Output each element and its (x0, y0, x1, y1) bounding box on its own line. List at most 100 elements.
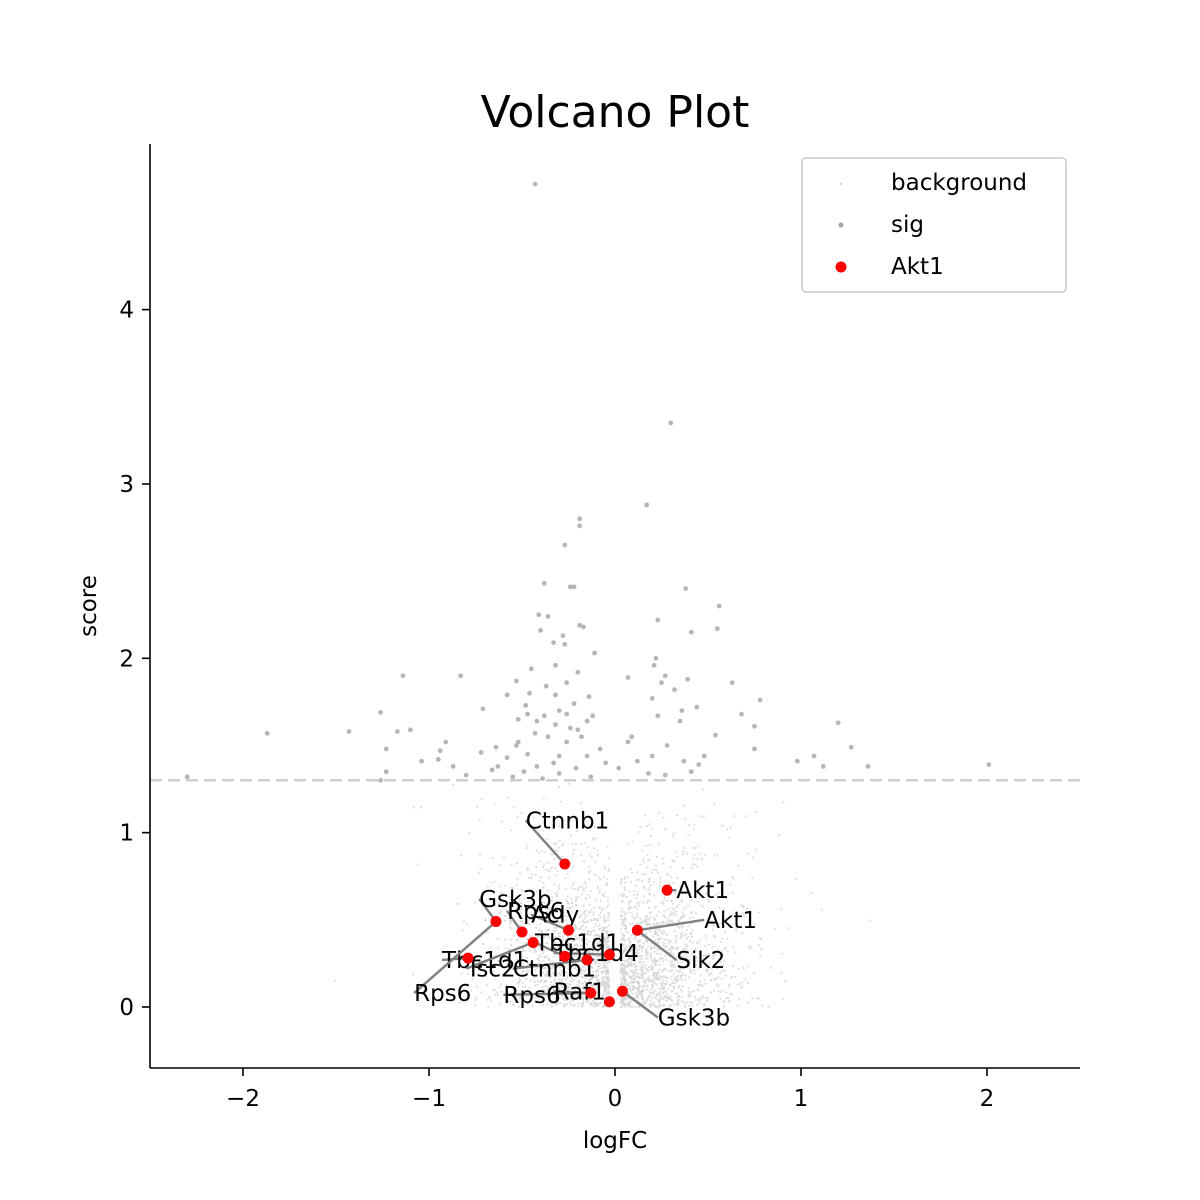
background-point (557, 902, 560, 905)
background-point (636, 939, 639, 943)
background-point (506, 796, 509, 799)
background-point (509, 923, 512, 926)
background-point (635, 951, 638, 954)
background-point (582, 924, 585, 927)
background-point (696, 1003, 699, 1007)
background-point (667, 917, 670, 920)
background-point (658, 963, 661, 967)
background-point (725, 997, 728, 1000)
background-point (658, 1004, 661, 1007)
background-point (556, 916, 560, 919)
background-point (706, 893, 709, 896)
background-point (656, 974, 659, 977)
background-point (695, 998, 698, 1001)
background-point (734, 975, 737, 979)
background-point (627, 931, 630, 934)
background-point (554, 926, 557, 929)
background-point (603, 962, 606, 965)
background-point (519, 920, 522, 923)
background-point (620, 922, 623, 925)
sig-point (564, 680, 570, 686)
background-point (635, 878, 638, 882)
background-point (704, 934, 707, 937)
sig-point (443, 739, 449, 745)
background-point (701, 960, 705, 964)
background-point (680, 950, 683, 953)
background-point (649, 1005, 652, 1008)
background-point (545, 980, 548, 983)
background-point (631, 974, 635, 977)
background-point (562, 842, 565, 846)
background-point (574, 938, 577, 941)
background-point (687, 976, 691, 979)
background-point (570, 954, 574, 957)
background-point (555, 946, 558, 949)
background-point (536, 999, 539, 1002)
background-point (693, 995, 696, 999)
background-point (593, 873, 597, 877)
background-point (599, 940, 602, 943)
sig-point (383, 746, 389, 752)
background-point (475, 985, 478, 988)
background-point (700, 858, 703, 861)
background-point (599, 970, 603, 973)
background-point (646, 954, 649, 957)
background-point (607, 944, 610, 947)
background-point (626, 958, 629, 962)
sig-point (408, 727, 413, 733)
background-point (577, 895, 580, 898)
background-point (490, 999, 493, 1002)
background-point (659, 975, 662, 978)
background-point (537, 851, 541, 854)
background-point (758, 937, 761, 940)
background-point (631, 922, 634, 925)
background-point (681, 985, 684, 988)
background-point (689, 891, 692, 895)
background-point (669, 995, 672, 999)
background-point (582, 860, 586, 863)
annotation-label: Tsc2 (465, 957, 516, 983)
background-point (673, 978, 676, 981)
background-point (630, 978, 634, 981)
background-point (526, 920, 529, 923)
background-point (419, 806, 423, 809)
background-point (601, 966, 605, 969)
background-point (632, 978, 636, 981)
background-point (675, 913, 678, 916)
background-point (654, 988, 657, 992)
sig-point (677, 718, 683, 724)
background-point (670, 945, 673, 948)
background-point (645, 844, 648, 848)
background-point (628, 965, 631, 968)
background-point (458, 1000, 461, 1004)
background-point (520, 889, 524, 892)
background-point (691, 1004, 694, 1008)
background-point (629, 957, 633, 960)
background-point (660, 985, 663, 988)
background-point (549, 907, 552, 911)
background-point (719, 955, 723, 958)
background-point (657, 871, 660, 875)
sig-point (534, 763, 540, 769)
background-point (729, 826, 732, 829)
background-point (597, 917, 600, 921)
background-point (648, 843, 652, 847)
background-point (538, 879, 541, 882)
background-point (645, 923, 648, 926)
background-point (724, 896, 727, 899)
background-point (684, 943, 687, 946)
background-point (579, 987, 582, 990)
background-point (559, 1001, 562, 1005)
background-point (499, 885, 502, 888)
background-point (649, 956, 653, 960)
sig-point (625, 675, 631, 680)
background-point (665, 945, 668, 948)
background-point (781, 952, 784, 956)
background-point (701, 995, 704, 998)
background-point (635, 912, 639, 915)
background-point (603, 916, 606, 920)
background-point (516, 938, 519, 941)
background-point (603, 980, 606, 983)
background-point (542, 967, 545, 970)
background-point (592, 847, 595, 850)
